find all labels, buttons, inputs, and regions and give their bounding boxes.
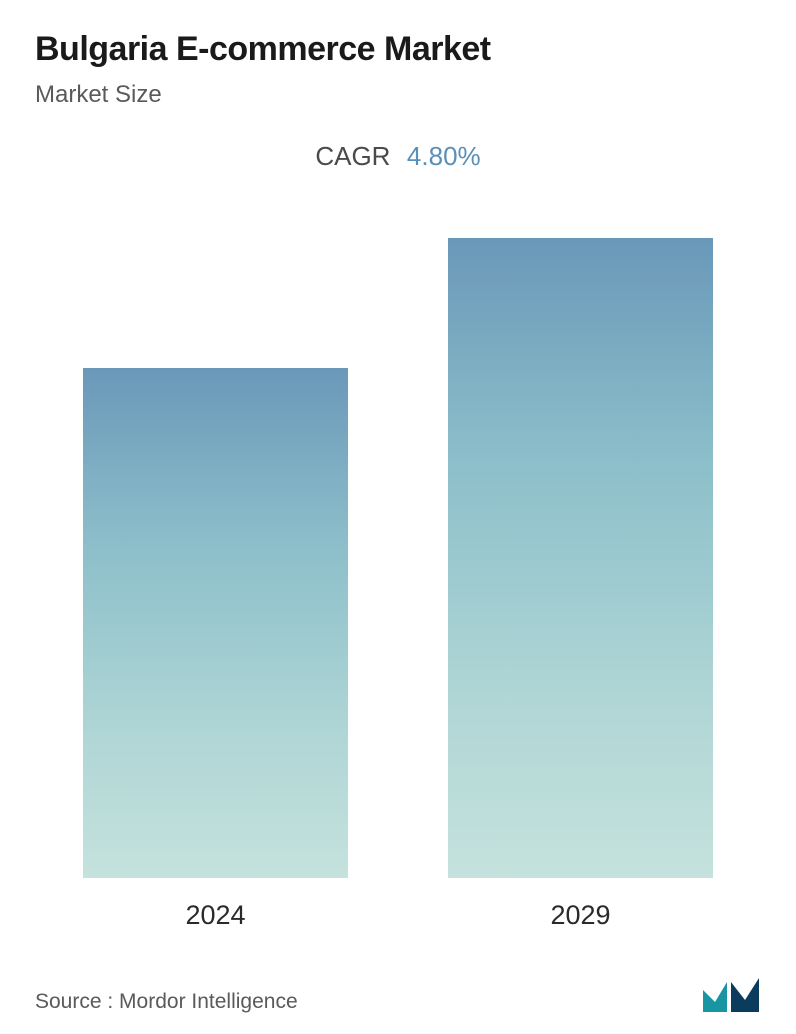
chart-footer: Source : Mordor Intelligence xyxy=(35,961,761,1014)
logo-icon xyxy=(701,976,761,1014)
chart-plot-area: 2024 2029 xyxy=(35,212,761,961)
bar-label-1: 2029 xyxy=(550,900,610,931)
cagr-row: CAGR 4.80% xyxy=(35,141,761,172)
cagr-label: CAGR xyxy=(315,141,390,171)
source-text: Source : Mordor Intelligence xyxy=(35,990,298,1014)
chart-title: Bulgaria E-commerce Market xyxy=(35,30,761,69)
bar-1 xyxy=(448,238,713,878)
bar-group-0: 2024 xyxy=(83,368,348,931)
bar-label-0: 2024 xyxy=(185,900,245,931)
bar-0 xyxy=(83,368,348,878)
brand-logo xyxy=(701,976,761,1014)
bar-group-1: 2029 xyxy=(448,238,713,931)
chart-container: Bulgaria E-commerce Market Market Size C… xyxy=(0,0,796,1034)
chart-subtitle: Market Size xyxy=(35,81,761,109)
cagr-value: 4.80% xyxy=(407,141,481,171)
